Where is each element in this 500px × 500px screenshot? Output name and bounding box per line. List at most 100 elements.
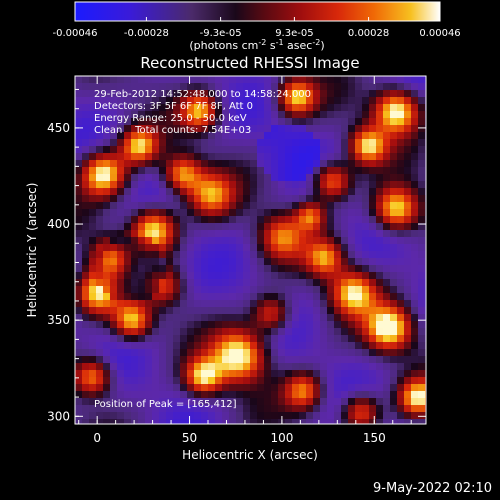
image-pixel xyxy=(187,272,195,280)
image-pixel xyxy=(313,342,321,350)
image-pixel xyxy=(124,300,132,308)
image-pixel xyxy=(313,90,321,98)
image-pixel xyxy=(215,188,223,196)
image-pixel xyxy=(362,104,370,112)
image-pixel xyxy=(229,174,237,182)
image-pixel xyxy=(411,90,419,98)
image-pixel xyxy=(376,321,384,329)
image-pixel xyxy=(180,76,188,84)
image-pixel xyxy=(376,286,384,294)
image-pixel xyxy=(152,265,160,273)
image-pixel xyxy=(404,230,412,238)
image-pixel xyxy=(82,328,90,336)
image-pixel xyxy=(243,111,251,119)
image-pixel xyxy=(327,286,335,294)
image-pixel xyxy=(264,244,272,252)
image-pixel xyxy=(131,167,139,175)
image-pixel xyxy=(159,405,167,413)
image-pixel xyxy=(187,146,195,154)
image-pixel xyxy=(299,174,307,182)
image-pixel xyxy=(194,104,202,112)
image-pixel xyxy=(75,265,83,273)
image-pixel xyxy=(117,412,125,420)
image-pixel xyxy=(152,335,160,343)
image-pixel xyxy=(173,314,181,322)
image-pixel xyxy=(320,160,328,168)
image-pixel xyxy=(411,349,419,357)
image-pixel xyxy=(327,132,335,140)
image-pixel xyxy=(159,216,167,224)
image-pixel xyxy=(215,307,223,315)
image-pixel xyxy=(82,111,90,119)
image-pixel xyxy=(362,293,370,301)
image-pixel xyxy=(418,370,426,378)
image-pixel xyxy=(278,272,286,280)
image-pixel xyxy=(264,314,272,322)
image-pixel xyxy=(82,118,90,126)
image-pixel xyxy=(201,118,209,126)
image-pixel xyxy=(96,279,104,287)
image-pixel xyxy=(180,118,188,126)
image-pixel xyxy=(278,160,286,168)
image-pixel xyxy=(404,118,412,126)
image-pixel xyxy=(355,111,363,119)
image-pixel xyxy=(229,412,237,420)
image-pixel xyxy=(138,83,146,91)
image-pixel xyxy=(404,328,412,336)
image-pixel xyxy=(390,328,398,336)
image-pixel xyxy=(96,384,104,392)
image-pixel xyxy=(397,223,405,231)
image-pixel xyxy=(341,223,349,231)
image-pixel xyxy=(327,321,335,329)
image-pixel xyxy=(271,293,279,301)
image-pixel xyxy=(236,286,244,294)
image-pixel xyxy=(397,265,405,273)
image-pixel xyxy=(89,230,97,238)
image-pixel xyxy=(236,384,244,392)
image-pixel xyxy=(166,314,174,322)
image-pixel xyxy=(215,412,223,420)
image-pixel xyxy=(187,195,195,203)
image-pixel xyxy=(278,195,286,203)
image-pixel xyxy=(334,104,342,112)
image-pixel xyxy=(215,139,223,147)
image-pixel xyxy=(411,174,419,182)
image-pixel xyxy=(82,356,90,364)
image-pixel xyxy=(285,188,293,196)
image-pixel xyxy=(159,377,167,385)
image-pixel xyxy=(124,391,132,399)
image-pixel xyxy=(75,118,83,126)
image-pixel xyxy=(299,244,307,252)
image-pixel xyxy=(187,314,195,322)
image-pixel xyxy=(348,188,356,196)
image-pixel xyxy=(306,279,314,287)
image-pixel xyxy=(110,363,118,371)
image-pixel xyxy=(159,258,167,266)
image-pixel xyxy=(278,251,286,259)
image-pixel xyxy=(418,321,426,329)
image-pixel xyxy=(313,139,321,147)
image-pixel xyxy=(285,370,293,378)
image-pixel xyxy=(152,153,160,161)
image-pixel xyxy=(243,328,251,336)
image-pixel xyxy=(117,377,125,385)
image-pixel xyxy=(89,97,97,105)
image-pixel xyxy=(145,286,153,294)
image-pixel xyxy=(369,188,377,196)
image-pixel xyxy=(187,251,195,259)
image-pixel xyxy=(411,286,419,294)
image-pixel xyxy=(250,328,258,336)
image-pixel xyxy=(89,188,97,196)
image-pixel xyxy=(166,370,174,378)
image-pixel xyxy=(376,272,384,280)
image-pixel xyxy=(383,209,391,217)
image-pixel xyxy=(313,195,321,203)
image-pixel xyxy=(299,111,307,119)
image-pixel xyxy=(180,160,188,168)
image-pixel xyxy=(89,419,97,424)
image-pixel xyxy=(131,118,139,126)
image-pixel xyxy=(404,405,412,413)
image-pixel xyxy=(243,230,251,238)
image-pixel xyxy=(292,300,300,308)
image-pixel xyxy=(103,181,111,189)
